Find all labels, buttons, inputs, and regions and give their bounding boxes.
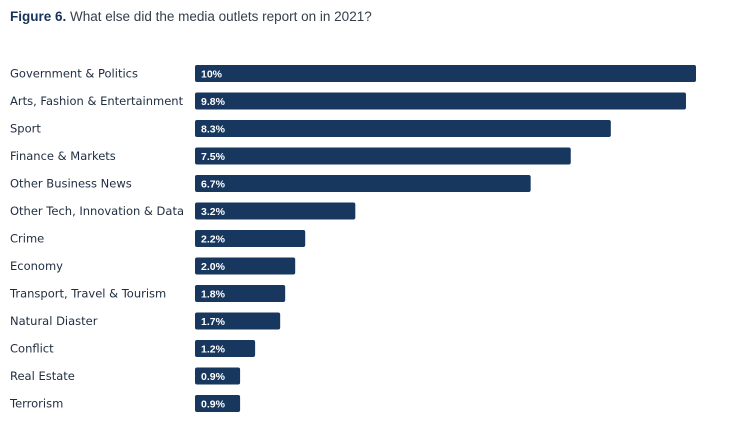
bar — [195, 202, 356, 220]
category-label: Transport, Travel & Tourism — [9, 287, 166, 301]
bar — [195, 92, 686, 110]
value-label: 3.2% — [201, 206, 226, 218]
value-label: 1.8% — [201, 289, 226, 301]
category-label: Crime — [10, 232, 44, 246]
value-label: 2.2% — [201, 234, 226, 246]
category-label: Government & Politics — [10, 67, 138, 81]
value-label: 0.9% — [201, 399, 226, 411]
bar — [195, 65, 696, 82]
bar — [195, 340, 256, 357]
category-label: Terrorism — [9, 397, 63, 411]
category-label: Other Tech, Innovation & Data — [10, 204, 184, 218]
category-label: Sport — [10, 122, 41, 136]
category-label: Economy — [10, 259, 63, 273]
value-label: 6.7% — [201, 179, 226, 191]
bar — [195, 312, 281, 330]
bar — [195, 395, 241, 412]
bar — [195, 147, 571, 165]
value-label: 2.0% — [201, 261, 226, 273]
figure-title: What else did the media outlets report o… — [70, 9, 372, 24]
bar — [195, 285, 286, 302]
value-label: 7.5% — [201, 151, 226, 163]
value-label: 8.3% — [201, 124, 226, 136]
category-label: Natural Diaster — [10, 314, 98, 328]
figure-label: Figure 6. — [10, 9, 67, 24]
value-label: 9.8% — [201, 96, 226, 108]
category-label: Arts, Fashion & Entertainment — [10, 94, 184, 108]
category-label: Real Estate — [10, 369, 75, 383]
bar — [195, 120, 611, 137]
chart-title: Figure 6. What else did the media outlet… — [10, 9, 372, 24]
category-label: Other Business News — [10, 177, 132, 191]
value-label: 10% — [201, 69, 223, 81]
value-label: 1.7% — [201, 316, 226, 328]
bar — [195, 175, 531, 192]
bar — [195, 367, 241, 385]
bar — [195, 230, 306, 247]
category-label: Finance & Markets — [10, 149, 116, 163]
value-label: 1.2% — [201, 344, 226, 356]
value-label: 0.9% — [201, 371, 226, 383]
category-label: Conflict — [10, 342, 54, 356]
bar — [195, 257, 296, 275]
